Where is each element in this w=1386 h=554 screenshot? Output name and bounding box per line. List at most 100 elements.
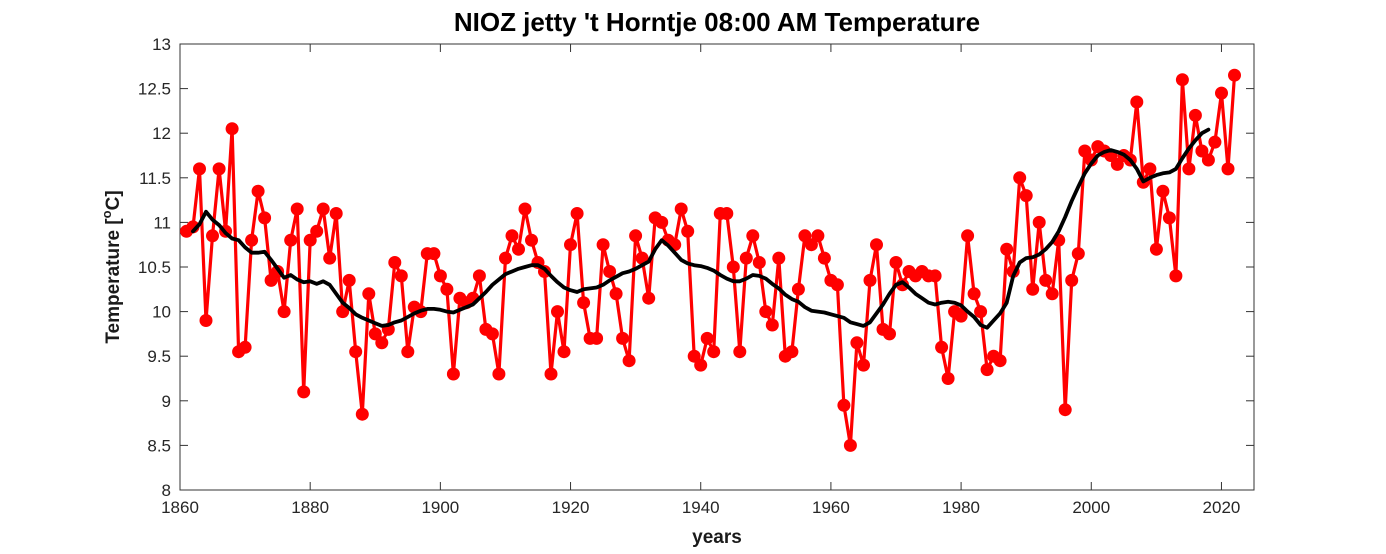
data-point-marker (830, 278, 844, 292)
y-tick-label: 11.5 (139, 169, 171, 188)
data-point-marker (837, 398, 851, 412)
data-point-marker (993, 354, 1007, 368)
data-point-marker (329, 207, 343, 220)
data-point-marker (941, 372, 955, 385)
x-tick-label: 2000 (1072, 498, 1110, 517)
x-tick-label: 1860 (161, 498, 199, 517)
y-tick-label: 8 (162, 481, 171, 500)
data-point-marker (433, 269, 447, 283)
data-point-marker (388, 256, 402, 269)
data-point-marker (264, 273, 278, 287)
data-point-marker (297, 385, 311, 399)
x-tick-label: 1880 (291, 498, 329, 517)
data-point-marker (739, 251, 753, 265)
data-point-marker (577, 296, 591, 310)
data-point-marker (1013, 171, 1027, 185)
data-point-marker (303, 233, 317, 247)
data-point-marker (512, 242, 525, 256)
data-point-marker (817, 251, 831, 265)
x-tick-label: 1960 (812, 498, 850, 517)
data-point-marker (570, 207, 584, 220)
data-point-marker (609, 287, 623, 301)
x-tick-label: 2020 (1203, 498, 1241, 517)
data-point-marker (974, 305, 988, 319)
data-point-marker (193, 162, 206, 176)
data-point-marker (349, 345, 363, 359)
data-point-marker (499, 251, 512, 265)
data-point-marker (1039, 273, 1053, 287)
data-point-marker (440, 282, 454, 296)
data-point-marker (746, 229, 760, 243)
y-axis-label-unit: C] (103, 190, 124, 210)
x-tick-label: 1920 (552, 498, 590, 517)
data-point-marker (785, 345, 799, 359)
data-point-marker (557, 345, 571, 359)
data-point-marker (1000, 242, 1014, 256)
data-point-marker (401, 345, 415, 359)
data-point-marker (1071, 247, 1085, 261)
data-point-marker (551, 305, 564, 319)
data-point-marker (687, 349, 701, 363)
x-axis-label: years (692, 527, 742, 548)
data-point-marker (850, 336, 864, 350)
data-point-marker (967, 287, 981, 301)
data-point-marker (1045, 287, 1059, 301)
data-point-marker (889, 256, 903, 269)
data-point-marker (765, 318, 779, 332)
data-point-marker (622, 354, 636, 368)
annual-series (180, 68, 1241, 452)
data-point-marker (590, 331, 604, 345)
data-point-marker (258, 211, 272, 225)
data-point-marker (492, 367, 506, 381)
data-point-marker (961, 229, 975, 243)
data-point-marker (1156, 184, 1170, 198)
data-point-marker (1149, 242, 1163, 256)
data-point-marker (1019, 189, 1033, 203)
data-point-marker (394, 269, 408, 283)
data-point-marker (980, 363, 994, 377)
data-point-marker (368, 327, 382, 341)
data-point-marker (798, 229, 812, 243)
data-point-marker (355, 407, 369, 421)
data-point-marker (1143, 162, 1157, 176)
data-point-marker (323, 251, 337, 265)
data-point-marker (759, 305, 773, 319)
data-point-marker (206, 229, 219, 243)
data-point-marker (284, 233, 298, 247)
data-point-marker (518, 202, 532, 216)
data-point-marker (707, 345, 721, 359)
data-point-marker (564, 238, 577, 252)
annual-series-line (185, 75, 1237, 447)
data-point-marker (726, 260, 740, 274)
chart-title: NIOZ jetty 't Horntje 08:00 AM Temperatu… (454, 7, 980, 37)
data-point-marker (655, 215, 669, 229)
data-point-marker (1065, 273, 1079, 287)
y-tick-label: 11 (153, 213, 171, 232)
data-point-marker (694, 358, 708, 372)
data-point-marker (928, 269, 942, 283)
data-point-marker (1130, 95, 1144, 109)
data-point-marker (1195, 144, 1209, 158)
data-point-marker (1026, 282, 1040, 296)
x-tick-label: 1900 (421, 498, 459, 517)
data-point-marker (935, 340, 949, 354)
data-point-marker (375, 336, 389, 350)
y-axis-label-text: Temperature [ (103, 218, 124, 344)
data-point-marker (791, 282, 805, 296)
data-point-marker (245, 233, 259, 247)
data-point-marker (342, 273, 356, 287)
data-point-marker (1110, 157, 1124, 171)
data-point-marker (472, 269, 486, 283)
data-point-marker (1078, 144, 1092, 158)
data-point-marker (362, 287, 376, 301)
data-point-marker (733, 345, 747, 359)
data-point-marker (1175, 73, 1189, 87)
data-point-marker (336, 305, 350, 319)
data-point-marker (427, 247, 441, 261)
data-point-marker (700, 331, 714, 345)
data-point-marker (1058, 403, 1072, 417)
y-tick-label: 12.5 (138, 80, 171, 99)
data-point-marker (674, 202, 688, 216)
data-point-marker (1188, 108, 1202, 122)
